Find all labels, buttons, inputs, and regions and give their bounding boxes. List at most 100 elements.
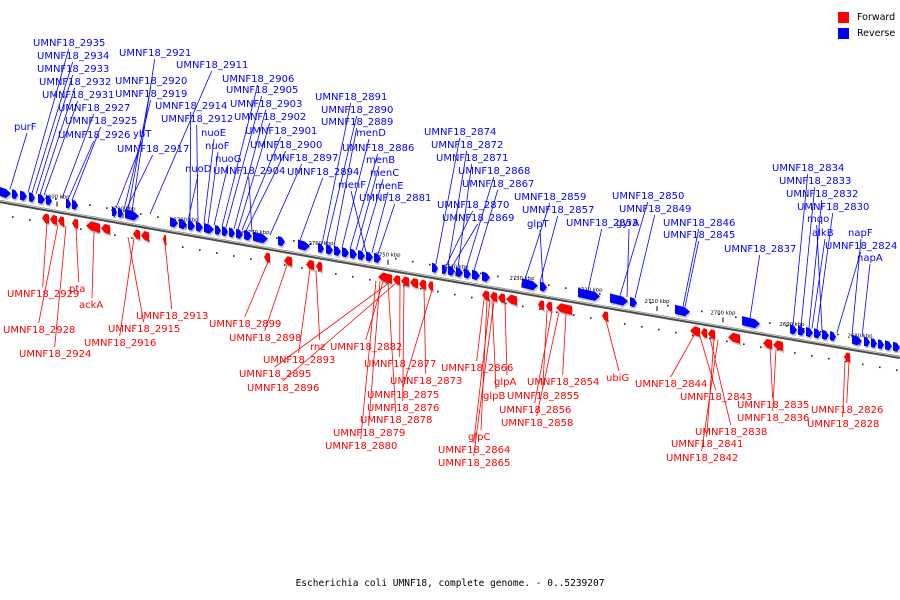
reverse-gene-feature[interactable] bbox=[522, 278, 538, 291]
forward-gene-label[interactable]: UMNF18_2929 bbox=[7, 289, 79, 300]
forward-gene-label[interactable]: UMNF18_2879 bbox=[333, 428, 405, 439]
forward-gene-label[interactable]: pta bbox=[69, 284, 85, 295]
reverse-gene-label[interactable]: UMNF18_2889 bbox=[321, 117, 393, 128]
forward-gene-feature[interactable] bbox=[773, 340, 783, 352]
forward-gene-label[interactable]: UMNF18_2880 bbox=[325, 441, 397, 452]
forward-gene-label[interactable]: UMNF18_2882 bbox=[330, 342, 402, 353]
reverse-gene-label[interactable]: UMNF18_2933 bbox=[37, 64, 109, 75]
forward-gene-feature[interactable] bbox=[163, 234, 166, 245]
reverse-gene-label[interactable]: ybT bbox=[133, 129, 152, 140]
reverse-gene-feature[interactable] bbox=[864, 336, 870, 347]
reverse-gene-feature[interactable] bbox=[790, 324, 797, 335]
forward-gene-label[interactable]: UMNF18_2924 bbox=[19, 349, 91, 360]
reverse-gene-label[interactable]: UMNF18_2869 bbox=[442, 213, 514, 224]
reverse-gene-label[interactable]: menE bbox=[375, 181, 404, 192]
reverse-gene-label[interactable]: gyrA bbox=[616, 218, 639, 229]
forward-gene-feature[interactable] bbox=[602, 311, 608, 322]
forward-gene-label[interactable]: glpC bbox=[468, 432, 490, 443]
reverse-gene-feature[interactable] bbox=[366, 251, 373, 262]
forward-gene-label[interactable]: UMNF18_2896 bbox=[247, 383, 319, 394]
reverse-gene-label[interactable]: UMNF18_2906 bbox=[222, 74, 294, 85]
reverse-gene-label[interactable]: UMNF18_2846 bbox=[663, 218, 735, 229]
reverse-gene-feature[interactable] bbox=[20, 190, 27, 201]
reverse-gene-feature[interactable] bbox=[578, 288, 600, 301]
forward-gene-label[interactable]: UMNF18_2842 bbox=[666, 453, 738, 464]
forward-gene-feature[interactable] bbox=[393, 275, 400, 286]
forward-gene-label[interactable]: UMNF18_2928 bbox=[3, 325, 75, 336]
reverse-gene-label[interactable]: UMNF18_2920 bbox=[115, 76, 187, 87]
reverse-gene-feature[interactable] bbox=[298, 239, 310, 251]
forward-gene-feature[interactable] bbox=[284, 256, 292, 267]
reverse-gene-label[interactable]: UMNF18_2850 bbox=[612, 191, 684, 202]
forward-gene-label[interactable]: UMNF18_2895 bbox=[239, 369, 311, 380]
forward-gene-label[interactable]: UMNF18_2913 bbox=[136, 311, 208, 322]
reverse-gene-label[interactable]: UMNF18_2832 bbox=[786, 189, 858, 200]
reverse-gene-feature[interactable] bbox=[253, 231, 268, 244]
reverse-gene-label[interactable]: alkB bbox=[812, 228, 834, 239]
forward-gene-label[interactable]: UMNF18_2855 bbox=[507, 391, 579, 402]
forward-gene-label[interactable]: UMNF18_2843 bbox=[680, 392, 752, 403]
reverse-gene-label[interactable]: menD bbox=[356, 128, 386, 139]
reverse-gene-label[interactable]: UMNF18_2857 bbox=[522, 205, 594, 216]
reverse-gene-label[interactable]: UMNF18_2905 bbox=[226, 85, 298, 96]
forward-gene-label[interactable]: UMNF18_2898 bbox=[229, 333, 301, 344]
reverse-gene-label[interactable]: UMNF18_2890 bbox=[321, 105, 393, 116]
reverse-gene-label[interactable]: UMNF18_2867 bbox=[462, 179, 534, 190]
forward-gene-label[interactable]: UMNF18_2873 bbox=[390, 376, 462, 387]
reverse-gene-label[interactable]: UMNF18_2921 bbox=[119, 48, 191, 59]
forward-gene-label[interactable]: UMNF18_2916 bbox=[84, 338, 156, 349]
forward-gene-label[interactable]: glpA bbox=[494, 377, 516, 388]
reverse-gene-feature[interactable] bbox=[830, 331, 836, 342]
forward-gene-feature[interactable] bbox=[58, 216, 64, 227]
forward-gene-feature[interactable] bbox=[482, 290, 489, 301]
reverse-gene-feature[interactable] bbox=[179, 218, 187, 230]
forward-gene-feature[interactable] bbox=[401, 276, 409, 287]
forward-gene-feature[interactable] bbox=[50, 214, 57, 226]
reverse-gene-label[interactable]: UMNF18_2886 bbox=[342, 143, 414, 154]
forward-gene-label[interactable]: UMNF18_2841 bbox=[671, 439, 743, 450]
reverse-gene-feature[interactable] bbox=[318, 243, 324, 253]
reverse-gene-feature[interactable] bbox=[342, 247, 349, 258]
reverse-gene-label[interactable]: UMNF18_2868 bbox=[458, 166, 530, 177]
reverse-gene-feature[interactable] bbox=[472, 269, 480, 281]
reverse-gene-label[interactable]: nuoF bbox=[205, 141, 230, 152]
reverse-gene-feature[interactable] bbox=[871, 338, 877, 348]
reverse-gene-feature[interactable] bbox=[374, 252, 381, 263]
reverse-gene-feature[interactable] bbox=[236, 228, 243, 239]
reverse-gene-label[interactable]: UMNF18_2897 bbox=[266, 153, 338, 164]
reverse-gene-feature[interactable] bbox=[798, 325, 805, 336]
reverse-gene-feature[interactable] bbox=[464, 268, 471, 279]
forward-gene-feature[interactable] bbox=[264, 252, 270, 263]
reverse-gene-label[interactable]: UMNF18_2849 bbox=[619, 204, 691, 215]
forward-gene-feature[interactable] bbox=[556, 303, 572, 315]
reverse-gene-label[interactable]: UMNF18_2845 bbox=[663, 230, 735, 241]
reverse-gene-feature[interactable] bbox=[46, 195, 52, 206]
reverse-gene-label[interactable]: mqo bbox=[807, 214, 829, 225]
reverse-gene-feature[interactable] bbox=[229, 227, 235, 238]
reverse-gene-label[interactable]: UMNF18_2919 bbox=[115, 89, 187, 100]
reverse-gene-label[interactable]: UMNF18_2912 bbox=[161, 114, 233, 125]
reverse-gene-feature[interactable] bbox=[244, 230, 252, 241]
forward-gene-label[interactable]: ackA bbox=[79, 300, 103, 311]
reverse-gene-feature[interactable] bbox=[893, 341, 900, 352]
reverse-gene-label[interactable]: UMNF18_2903 bbox=[230, 99, 302, 110]
forward-gene-feature[interactable] bbox=[306, 259, 314, 271]
reverse-gene-feature[interactable] bbox=[806, 327, 813, 338]
forward-gene-feature[interactable] bbox=[133, 229, 140, 240]
reverse-gene-label[interactable]: UMNF18_2927 bbox=[58, 103, 130, 114]
reverse-gene-label[interactable]: UMNF18_2872 bbox=[431, 140, 503, 151]
reverse-gene-label[interactable]: UMNF18_2871 bbox=[436, 153, 508, 164]
forward-gene-feature[interactable] bbox=[86, 221, 100, 233]
forward-gene-label[interactable]: UMNF18_2877 bbox=[364, 359, 436, 370]
reverse-gene-label[interactable]: UMNF18_2881 bbox=[359, 193, 431, 204]
reverse-gene-feature[interactable] bbox=[630, 297, 637, 308]
reverse-gene-feature[interactable] bbox=[540, 281, 547, 292]
reverse-gene-label[interactable]: UMNF18_2874 bbox=[424, 127, 496, 138]
forward-gene-label[interactable]: UMNF18_2835 bbox=[737, 400, 809, 411]
reverse-gene-label[interactable]: UMNF18_2830 bbox=[797, 202, 869, 213]
reverse-gene-label[interactable]: UMNF18_2935 bbox=[33, 38, 105, 49]
reverse-gene-label[interactable]: UMNF18_2859 bbox=[514, 192, 586, 203]
reverse-gene-feature[interactable] bbox=[358, 250, 365, 261]
forward-gene-label[interactable]: UMNF18_2836 bbox=[737, 413, 809, 424]
reverse-gene-feature[interactable] bbox=[72, 199, 78, 210]
